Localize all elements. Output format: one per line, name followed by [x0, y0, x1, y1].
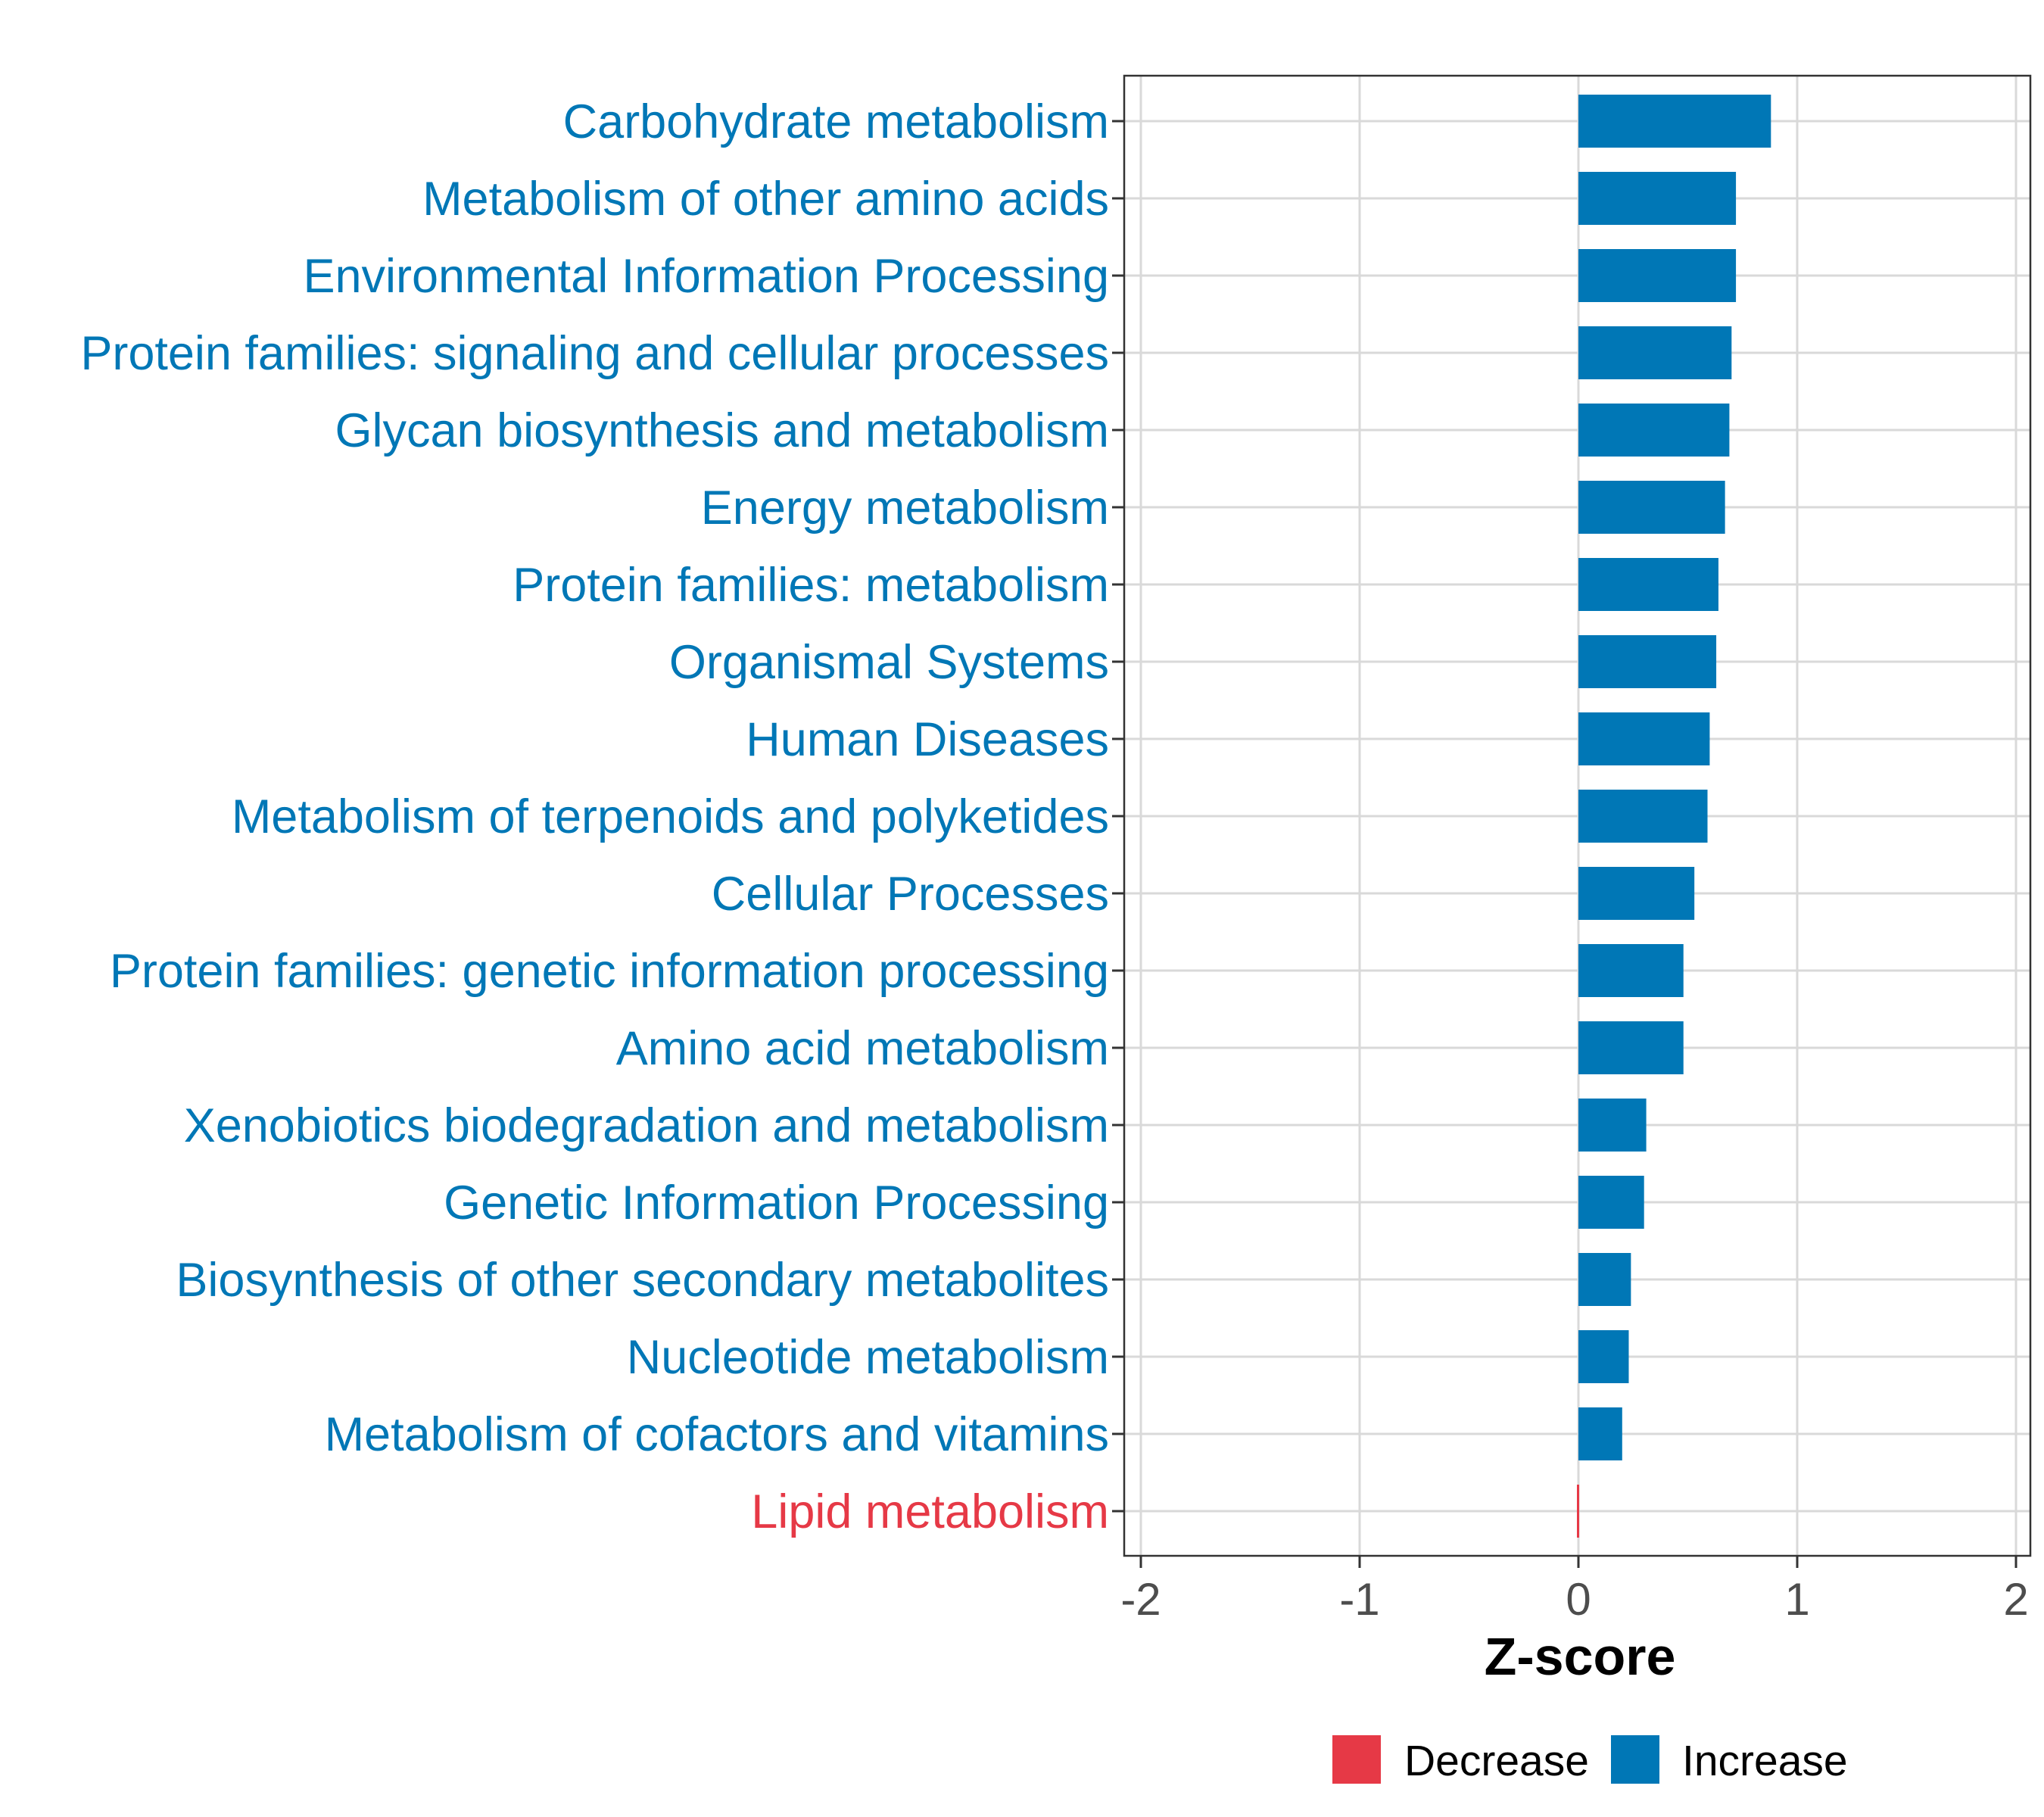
category-label: Biosynthesis of other secondary metaboli… — [176, 1254, 1109, 1307]
category-label: Metabolism of terpenoids and polyketides — [232, 790, 1109, 843]
x-tick-label: 1 — [1784, 1574, 1809, 1625]
bar — [1578, 944, 1684, 997]
bar — [1578, 635, 1717, 688]
legend: Decrease Increase — [1332, 1735, 1848, 1785]
category-label: Cellular Processes — [712, 868, 1109, 921]
bar — [1578, 1021, 1684, 1074]
bar — [1578, 404, 1730, 457]
legend-swatch — [1332, 1735, 1381, 1784]
y-axis-ticks — [1112, 120, 1124, 1513]
y-axis-labels: Carbohydrate metabolism Metabolism of oth… — [80, 95, 1109, 1538]
legend-swatch — [1611, 1735, 1659, 1784]
bar — [1578, 1099, 1647, 1152]
category-label: Genetic Information Processing — [444, 1177, 1109, 1230]
category-label: Metabolism of other amino acids — [422, 173, 1109, 226]
category-label: Glycan biosynthesis and metabolism — [335, 404, 1110, 457]
bar — [1578, 172, 1737, 225]
bar — [1578, 1330, 1629, 1383]
x-tick-label: -2 — [1120, 1574, 1161, 1625]
x-tick-label: 2 — [2003, 1574, 2028, 1625]
bar — [1578, 558, 1718, 611]
category-label: Xenobiotics biodegradation and metabolis… — [184, 1099, 1109, 1152]
bar — [1578, 1407, 1622, 1460]
bar — [1578, 249, 1737, 302]
bar — [1578, 790, 1708, 843]
horizontal-gridlines — [1124, 120, 2030, 1513]
x-tick-label: -1 — [1339, 1574, 1379, 1625]
legend-label: Decrease — [1404, 1737, 1589, 1785]
category-label: Nucleotide metabolism — [627, 1331, 1109, 1384]
category-label: Protein families: signaling and cellular… — [80, 327, 1109, 380]
bar — [1578, 712, 1710, 765]
category-label: Human Diseases — [746, 713, 1109, 766]
x-tick-label: 0 — [1566, 1574, 1591, 1625]
bar — [1578, 1176, 1644, 1229]
category-label: Environmental Information Processing — [303, 250, 1109, 303]
x-axis-title: Z-score — [1485, 1627, 1676, 1686]
bars — [1577, 95, 1771, 1538]
category-label: Amino acid metabolism — [616, 1022, 1109, 1075]
bar — [1578, 1253, 1631, 1306]
bar — [1578, 95, 1771, 148]
category-label: Lipid metabolism — [751, 1485, 1109, 1538]
legend-label: Increase — [1682, 1737, 1848, 1785]
bar — [1578, 481, 1725, 534]
category-label: Protein families: metabolism — [513, 559, 1109, 612]
bar — [1578, 867, 1695, 920]
x-axis-labels: -2 -1 0 1 2 — [1120, 1574, 2028, 1625]
category-label: Carbohydrate metabolism — [563, 95, 1109, 148]
category-label: Energy metabolism — [701, 482, 1109, 535]
x-axis-ticks — [1139, 1556, 2018, 1568]
bar — [1577, 1485, 1579, 1538]
bar — [1578, 326, 1732, 379]
category-label: Metabolism of cofactors and vitamins — [325, 1408, 1109, 1461]
category-label: Organismal Systems — [669, 636, 1109, 689]
category-label: Protein families: genetic information pr… — [110, 945, 1109, 998]
